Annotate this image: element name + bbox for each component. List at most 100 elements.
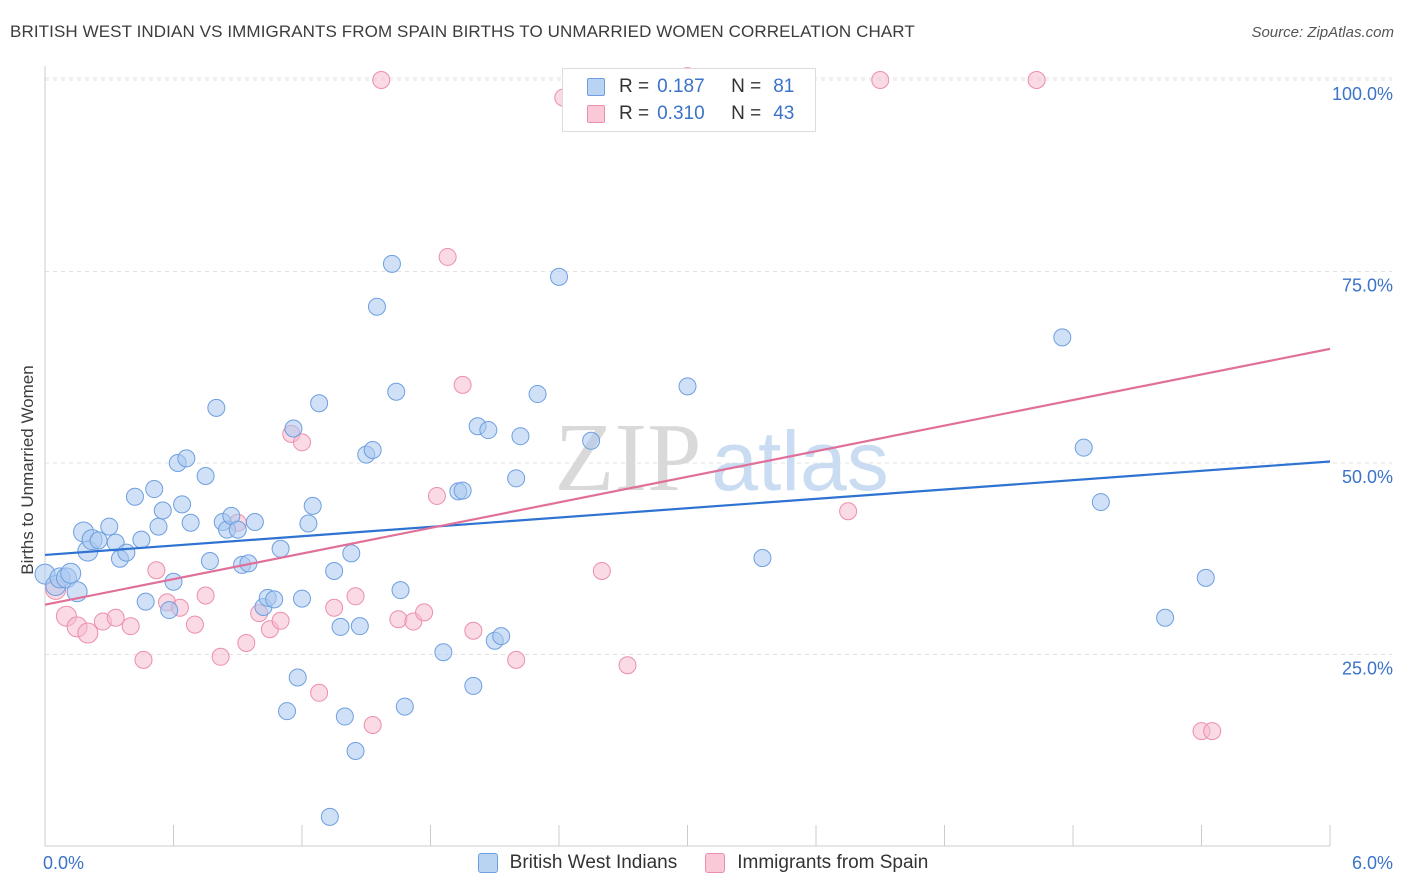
data-point — [173, 495, 192, 514]
data-point — [200, 552, 219, 571]
data-point — [271, 539, 290, 558]
chart-title: BRITISH WEST INDIAN VS IMMIGRANTS FROM S… — [10, 22, 915, 41]
data-point — [464, 676, 483, 695]
data-point — [196, 586, 215, 605]
data-point — [320, 807, 339, 826]
data-point — [1053, 328, 1072, 347]
data-point — [335, 707, 354, 726]
y-tick-label: 75.0% — [1342, 276, 1393, 296]
y-tick-label: 100.0% — [1332, 84, 1393, 104]
n-value: 81 — [773, 76, 795, 97]
data-point — [77, 622, 99, 644]
data-point — [1156, 608, 1175, 627]
n-label: N = — [731, 103, 762, 124]
n-value: 43 — [773, 103, 795, 124]
tick-labels: 25.0% 50.0% 75.0% 100.0% 0.0% 6.0% — [43, 84, 1393, 873]
data-point — [395, 697, 414, 716]
data-point — [153, 501, 172, 520]
legend-swatch-pink — [587, 105, 605, 123]
data-point — [391, 581, 410, 600]
data-point — [550, 267, 568, 286]
data-point — [871, 71, 890, 89]
data-point — [346, 587, 365, 606]
data-point — [367, 297, 386, 316]
data-point — [117, 543, 136, 562]
data-point — [185, 615, 204, 634]
data-point — [453, 481, 472, 500]
data-point — [278, 702, 297, 721]
y-tick-label: 25.0% — [1342, 659, 1393, 679]
data-point — [618, 656, 637, 675]
data-point — [299, 514, 318, 533]
data-point — [389, 610, 408, 629]
data-point — [363, 440, 382, 459]
data-point — [181, 513, 200, 532]
data-point — [1196, 568, 1215, 587]
data-point — [507, 650, 526, 669]
data-point — [415, 603, 434, 622]
data-point — [310, 394, 329, 413]
legend-item-british-west-indians[interactable]: British West Indians — [477, 852, 678, 874]
data-point — [100, 517, 119, 536]
data-point — [125, 487, 144, 506]
data-point — [245, 512, 264, 531]
data-point — [132, 530, 151, 549]
data-point — [160, 601, 179, 620]
y-axis-label: Births to Unmarried Women — [18, 365, 37, 575]
data-point — [1203, 722, 1222, 741]
legend-item-immigrants-from-spain[interactable]: Immigrants from Spain — [705, 852, 928, 874]
data-point — [149, 517, 168, 536]
data-point — [196, 467, 215, 486]
y-tick-label: 50.0% — [1342, 467, 1393, 487]
data-point — [438, 247, 457, 266]
data-point — [464, 621, 483, 640]
data-point — [479, 421, 498, 440]
data-point — [237, 634, 256, 653]
r-label: R = — [619, 103, 650, 124]
data-point — [310, 683, 329, 702]
r-value: 0.187 — [657, 76, 705, 97]
legend-label: Immigrants from Spain — [737, 852, 929, 873]
data-point — [678, 377, 697, 396]
data-point — [211, 647, 230, 666]
data-point — [207, 398, 226, 417]
series-british-west-indians — [34, 254, 1215, 826]
r-label: R = — [619, 76, 650, 97]
data-point — [372, 71, 391, 89]
data-point — [1074, 438, 1093, 457]
data-point — [528, 385, 547, 404]
data-point — [350, 617, 369, 636]
data-point — [346, 742, 365, 761]
data-point — [134, 650, 153, 669]
data-point — [363, 715, 382, 734]
data-point — [228, 520, 247, 539]
data-point — [427, 486, 446, 505]
data-point — [582, 431, 601, 450]
data-point — [147, 561, 166, 580]
trend-line-british-west-indians — [44, 460, 1331, 557]
data-point — [839, 502, 858, 521]
axes — [44, 66, 1331, 847]
data-point — [387, 382, 406, 401]
data-point — [342, 544, 361, 563]
data-point — [177, 449, 196, 468]
data-point — [592, 562, 611, 581]
data-point — [265, 590, 284, 609]
trend-lines — [44, 347, 1331, 606]
stats-legend-row-2: R = 0.310 N = 43 — [587, 101, 794, 127]
data-point — [288, 668, 307, 687]
legend-label: British West Indians — [509, 852, 678, 873]
n-label: N = — [731, 76, 762, 97]
data-point — [136, 592, 155, 611]
data-point — [325, 562, 344, 581]
data-point — [382, 254, 401, 273]
data-point — [1027, 71, 1046, 89]
trend-line-immigrants-from-spain — [44, 347, 1331, 606]
data-point — [284, 419, 303, 438]
stats-legend: R = 0.187 N = 81 R = 0.310 N = 43 — [562, 68, 816, 132]
data-point — [89, 531, 108, 550]
watermark-atlas: atlas — [711, 414, 888, 508]
data-point — [121, 617, 140, 636]
data-point — [303, 496, 322, 515]
